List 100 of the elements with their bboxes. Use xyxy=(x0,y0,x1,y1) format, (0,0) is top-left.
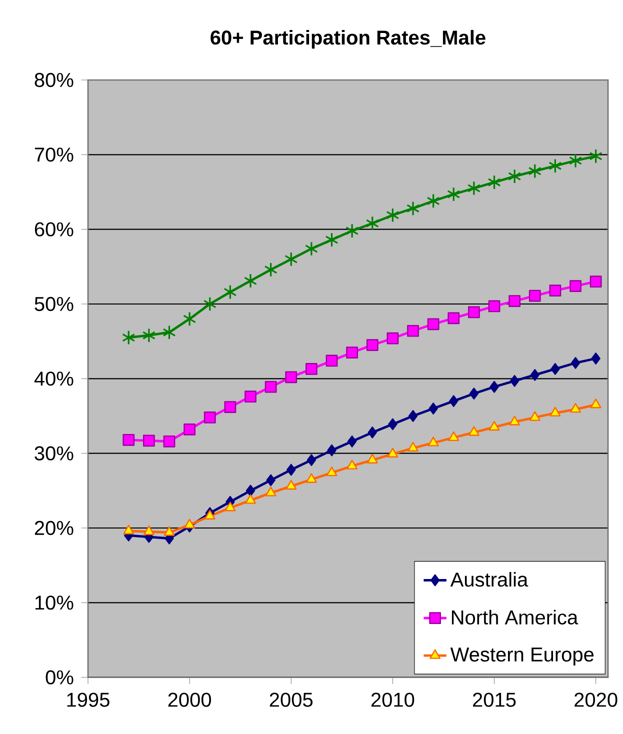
point xyxy=(245,494,256,504)
point xyxy=(325,232,339,248)
point xyxy=(367,454,378,464)
x-tick-label: 2010 xyxy=(372,692,414,707)
point xyxy=(306,363,318,375)
point xyxy=(388,418,398,430)
point xyxy=(570,280,582,292)
point xyxy=(348,435,357,448)
legend-label: North America xyxy=(452,610,578,625)
point xyxy=(508,168,522,184)
y-tick-label: 70% xyxy=(35,148,74,162)
point xyxy=(204,296,217,312)
point xyxy=(244,273,258,288)
point xyxy=(590,398,602,408)
legend-label: Australia xyxy=(450,572,528,587)
point xyxy=(184,424,196,436)
point xyxy=(284,252,298,267)
y-tick-label: 60% xyxy=(35,222,74,236)
point xyxy=(162,324,176,340)
point xyxy=(286,464,296,476)
point xyxy=(530,368,540,381)
point xyxy=(448,431,460,442)
point xyxy=(246,484,256,497)
x-tick-label: 1995 xyxy=(68,692,110,707)
point xyxy=(386,208,400,223)
point xyxy=(591,352,601,364)
point xyxy=(285,371,298,384)
point xyxy=(528,164,542,179)
point xyxy=(366,339,379,351)
point xyxy=(428,402,438,414)
x-tick-label: 2005 xyxy=(270,692,313,707)
point xyxy=(122,330,136,346)
point xyxy=(550,363,560,375)
point xyxy=(346,460,358,470)
y-tick-label: 10% xyxy=(36,596,74,610)
point xyxy=(428,318,440,330)
point xyxy=(407,324,420,337)
y-tick-label: 30% xyxy=(34,446,74,460)
point xyxy=(571,357,580,369)
point xyxy=(368,426,378,438)
point xyxy=(508,295,521,307)
point xyxy=(406,200,420,216)
y-tick-label: 80% xyxy=(35,72,74,88)
chart-title: 60+ Participation Rates_Male xyxy=(210,30,486,49)
point xyxy=(488,300,500,312)
point xyxy=(569,153,582,168)
y-tick-label: 0% xyxy=(46,670,74,684)
point xyxy=(143,434,156,447)
point xyxy=(326,354,338,367)
point xyxy=(408,442,419,452)
point xyxy=(426,193,440,208)
point xyxy=(286,480,297,490)
point xyxy=(550,284,562,296)
point xyxy=(327,444,337,456)
point xyxy=(307,454,316,466)
point xyxy=(224,401,236,413)
point xyxy=(447,186,460,202)
point xyxy=(428,436,440,446)
point xyxy=(590,148,603,164)
point xyxy=(470,388,479,400)
point xyxy=(346,223,359,238)
point xyxy=(366,216,380,231)
point xyxy=(224,284,238,300)
point xyxy=(468,180,481,196)
point xyxy=(204,510,216,520)
point xyxy=(468,426,480,436)
point xyxy=(266,474,276,486)
point xyxy=(490,380,500,393)
point xyxy=(264,262,278,278)
point xyxy=(488,174,502,190)
point xyxy=(266,486,277,496)
point xyxy=(550,406,561,416)
point xyxy=(387,448,398,458)
point xyxy=(449,395,458,407)
x-tick-label: 2020 xyxy=(574,692,618,707)
point xyxy=(204,412,216,424)
y-tick-label: 20% xyxy=(35,520,74,536)
point xyxy=(265,380,277,393)
point xyxy=(489,421,500,431)
point xyxy=(530,411,541,421)
point xyxy=(164,526,175,536)
point xyxy=(326,466,338,476)
point xyxy=(305,241,318,256)
point xyxy=(164,435,176,448)
point xyxy=(590,276,602,288)
legend-label: Western Europe xyxy=(450,648,594,666)
point xyxy=(346,346,358,358)
point xyxy=(144,526,155,536)
point xyxy=(408,410,418,422)
point xyxy=(142,328,156,343)
point xyxy=(510,374,520,387)
point xyxy=(306,473,318,483)
y-tick-label: 50% xyxy=(34,296,74,312)
point xyxy=(509,416,520,426)
point xyxy=(570,403,582,413)
point xyxy=(387,332,399,344)
point xyxy=(224,502,236,512)
point xyxy=(529,290,542,302)
point xyxy=(448,312,460,324)
point xyxy=(184,518,196,528)
